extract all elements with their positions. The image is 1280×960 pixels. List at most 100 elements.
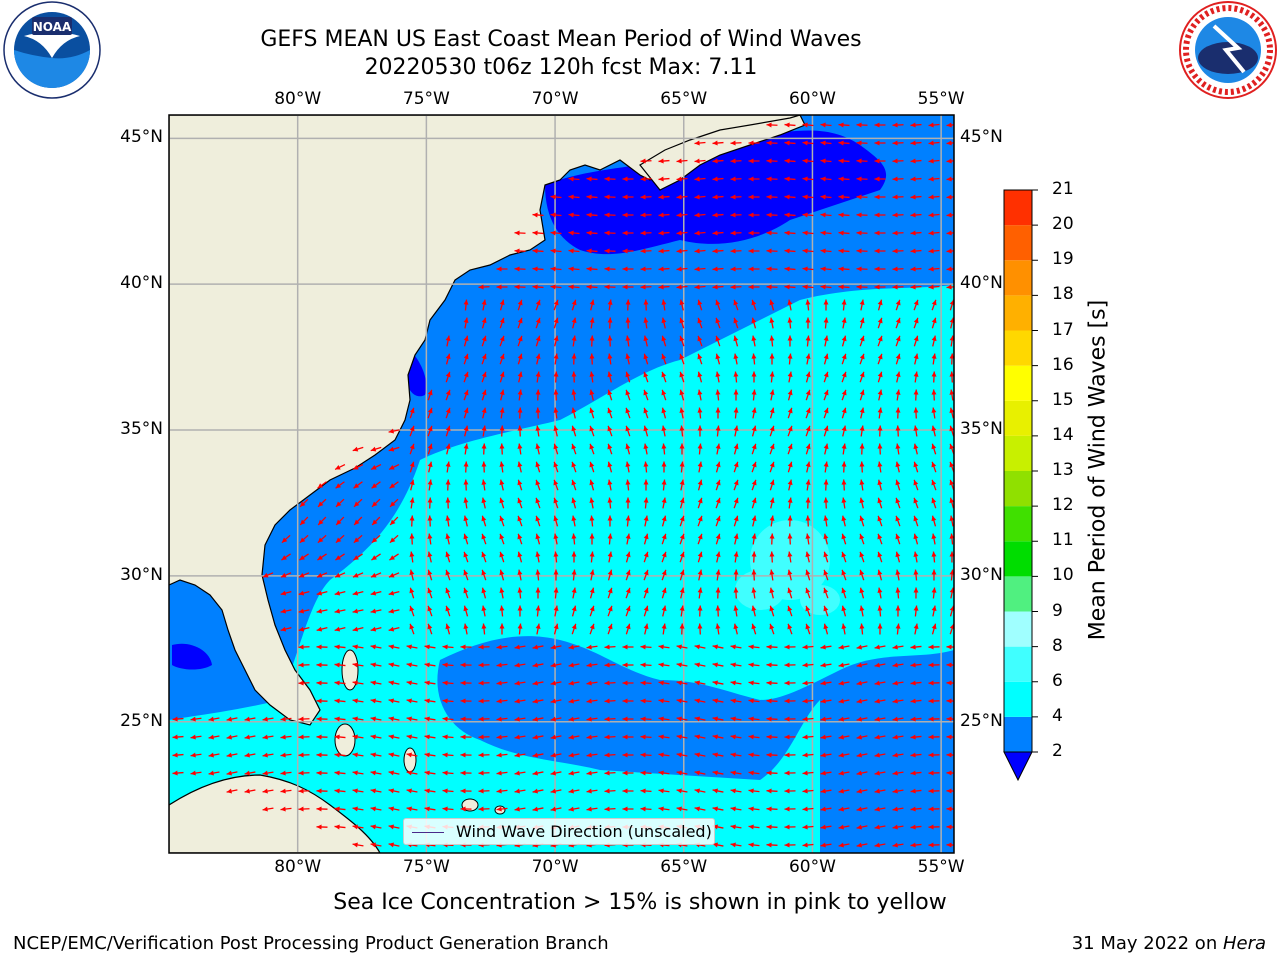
wind-wave-arrowhead <box>604 176 610 182</box>
wind-wave-arrowhead <box>931 605 937 612</box>
wind-wave-arrowhead <box>946 824 952 830</box>
wind-wave-arrowhead <box>499 551 505 558</box>
wind-wave-arrowhead <box>841 425 847 432</box>
wind-wave-arrowhead <box>586 716 592 722</box>
wind-wave-arrowhead <box>784 662 790 668</box>
wind-wave-arrowhead <box>445 335 451 341</box>
wind-wave-arrowhead <box>445 587 451 594</box>
wind-wave-arrowhead <box>658 194 664 200</box>
wind-wave-arrowhead <box>499 461 505 467</box>
wind-wave-arrowhead <box>895 335 901 342</box>
wind-wave-arrowhead <box>352 644 358 650</box>
wind-wave-arrowhead <box>895 407 901 413</box>
wind-wave-arrowhead <box>643 353 649 360</box>
wind-wave-arrowhead <box>244 716 250 722</box>
wind-wave-arrowhead <box>694 248 700 254</box>
colorbar-segment <box>1004 506 1032 542</box>
wind-wave-arrowhead <box>658 698 664 704</box>
wind-wave-arrowhead <box>892 734 898 740</box>
wind-wave-arrowhead <box>928 806 934 812</box>
wind-wave-arrowhead <box>838 230 844 236</box>
wind-wave-arrowhead <box>676 806 682 812</box>
wind-wave-arrowhead <box>694 716 701 722</box>
colorbar-title: Mean Period of Wind Waves [s] <box>1085 299 1111 641</box>
wind-wave-arrowhead <box>694 680 701 686</box>
wind-wave-arrowhead <box>280 806 286 812</box>
lat-label-left: 30°N <box>120 564 163 585</box>
wind-wave-arrowhead <box>715 425 721 431</box>
wind-wave-arrowhead <box>550 644 557 650</box>
wind-wave-arrowhead <box>535 551 541 558</box>
wind-wave-arrowhead <box>370 608 377 614</box>
wind-wave-arrowhead <box>334 662 340 668</box>
wind-wave-arrowhead <box>802 212 808 218</box>
wind-wave-arrowhead <box>388 626 395 632</box>
wind-wave-arrowhead <box>892 716 898 722</box>
wind-wave-arrowhead <box>463 371 469 378</box>
wind-wave-arrowhead <box>856 284 862 290</box>
wind-wave-arrowhead <box>874 716 880 722</box>
wind-wave-arrowhead <box>859 569 865 576</box>
wind-wave-arrowhead <box>316 680 322 686</box>
wind-wave-arrowhead <box>371 537 378 543</box>
wind-wave-arrowhead <box>661 461 667 467</box>
wind-wave-arrowhead <box>928 266 934 272</box>
wind-wave-arrowhead <box>766 734 772 740</box>
wind-wave-arrowhead <box>931 497 937 504</box>
wind-wave-arrowhead <box>910 644 916 650</box>
wind-wave-arrowhead <box>334 788 340 794</box>
wind-wave-arrowhead <box>568 698 574 704</box>
wind-wave-arrowhead <box>820 176 826 182</box>
wind-wave-arrowhead <box>697 479 703 486</box>
wind-wave-arrowhead <box>172 716 178 722</box>
wind-wave-arrowhead <box>949 389 954 395</box>
ocean-period-under-2s <box>545 130 887 255</box>
wind-wave-arrowhead <box>352 770 358 776</box>
wind-wave-arrowhead <box>841 623 847 629</box>
wind-wave-arrowhead <box>553 587 559 593</box>
wind-wave-arrowhead <box>280 734 286 740</box>
wind-wave-arrowhead <box>910 266 916 272</box>
wind-wave-arrowhead <box>805 353 811 360</box>
wind-wave-arrowhead <box>370 680 376 686</box>
wind-wave-arrowhead <box>316 788 322 794</box>
wind-wave-arrowhead <box>946 788 952 794</box>
wind-wave-arrowhead <box>838 662 844 668</box>
wind-wave-arrowhead <box>946 230 952 236</box>
wind-wave-arrowhead <box>856 842 863 848</box>
wind-wave-arrowhead <box>892 194 898 200</box>
wind-wave-arrowhead <box>478 806 484 812</box>
wind-wave-arrowhead <box>748 824 754 830</box>
wind-wave-arrowhead <box>661 551 667 558</box>
wind-wave-arrowhead <box>730 842 736 848</box>
wind-wave-arrowhead <box>838 770 844 776</box>
wind-wave-arrowhead <box>553 407 559 413</box>
wind-wave-arrowhead <box>499 353 505 360</box>
wind-wave-arrowhead <box>280 608 287 614</box>
wind-wave-arrowhead <box>694 212 700 218</box>
wind-wave-arrowhead <box>697 353 703 360</box>
wind-wave-arrowhead <box>658 230 664 236</box>
wind-wave-arrowhead <box>550 194 556 200</box>
wind-wave-arrowhead <box>478 770 484 776</box>
wind-wave-arrowhead <box>841 551 847 558</box>
wind-wave-arrowhead <box>805 515 811 521</box>
wind-wave-arrowhead <box>586 194 592 200</box>
wind-wave-arrowhead <box>298 662 304 668</box>
wind-wave-arrowhead <box>553 497 559 504</box>
wind-wave-arrowhead <box>298 770 304 776</box>
wind-wave-arrowhead <box>535 443 541 450</box>
wind-wave-arrowhead <box>949 443 954 450</box>
wind-wave-arrowhead <box>499 623 505 629</box>
wind-wave-arrowhead <box>409 425 415 432</box>
wind-wave-arrowhead <box>874 284 880 290</box>
wind-wave-arrowhead <box>607 515 613 521</box>
wind-wave-arrowhead <box>445 353 451 360</box>
wind-wave-arrowhead <box>676 284 682 290</box>
wind-wave-arrowhead <box>787 443 793 450</box>
wind-wave-arrowhead <box>334 680 340 686</box>
wind-wave-arrowhead <box>424 662 430 668</box>
wind-wave-arrowhead <box>409 569 415 576</box>
wind-wave-arrowhead <box>787 461 793 468</box>
wind-wave-arrowhead <box>553 479 559 486</box>
